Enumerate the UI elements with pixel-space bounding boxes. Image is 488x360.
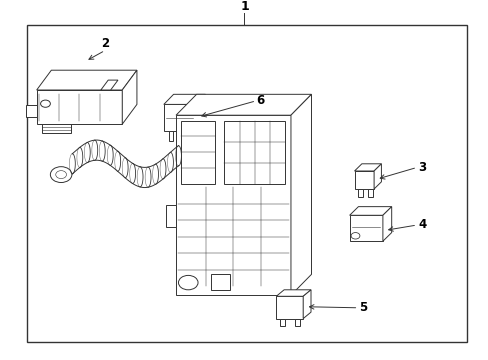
Polygon shape (195, 94, 205, 131)
Text: 5: 5 (359, 301, 367, 314)
Polygon shape (354, 171, 373, 189)
Polygon shape (122, 70, 137, 124)
Bar (27, 25, 466, 342)
Polygon shape (276, 290, 310, 296)
Polygon shape (168, 131, 173, 141)
Polygon shape (163, 94, 205, 104)
Polygon shape (163, 104, 195, 131)
Polygon shape (37, 90, 122, 124)
Polygon shape (188, 131, 192, 141)
Polygon shape (295, 319, 300, 326)
Text: 4: 4 (417, 219, 426, 231)
Text: 2: 2 (101, 37, 109, 50)
Polygon shape (303, 290, 310, 319)
Polygon shape (358, 189, 362, 197)
Polygon shape (367, 189, 372, 197)
Polygon shape (41, 124, 71, 133)
Polygon shape (101, 80, 118, 90)
Polygon shape (280, 319, 285, 326)
Polygon shape (354, 164, 381, 171)
Text: 3: 3 (417, 161, 426, 174)
Text: 1: 1 (240, 0, 248, 13)
Polygon shape (382, 207, 391, 241)
Polygon shape (178, 131, 182, 141)
Polygon shape (166, 205, 176, 227)
Polygon shape (37, 70, 137, 90)
Polygon shape (181, 121, 215, 184)
Polygon shape (224, 121, 285, 184)
Polygon shape (176, 115, 290, 295)
Polygon shape (26, 105, 37, 117)
Polygon shape (373, 164, 381, 189)
Polygon shape (349, 207, 391, 215)
Polygon shape (210, 274, 229, 290)
Polygon shape (276, 296, 303, 319)
Text: 6: 6 (256, 94, 264, 107)
Polygon shape (176, 94, 311, 115)
Polygon shape (349, 215, 382, 241)
Polygon shape (290, 94, 311, 295)
